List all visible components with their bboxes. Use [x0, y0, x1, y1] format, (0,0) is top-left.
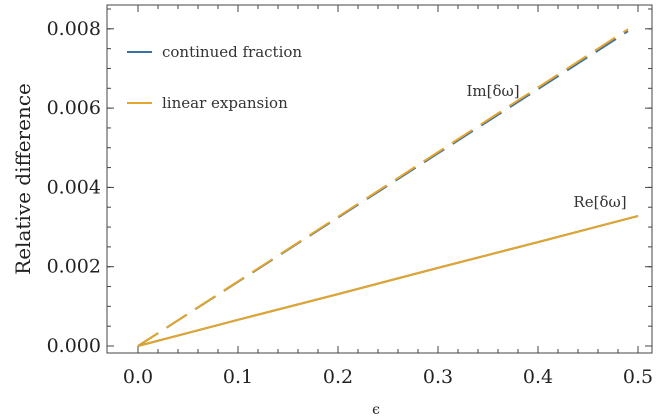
y-axis-ticks: 0.000 0.002 0.004 0.006 0.008: [47, 8, 652, 357]
legend: continued fraction linear expansion: [127, 43, 302, 112]
annotation-label: Im[δω]: [466, 82, 519, 100]
x-tick-label: 0.5: [623, 366, 653, 388]
x-tick-label: 0.4: [523, 366, 553, 388]
legend-label: linear expansion: [162, 94, 288, 112]
y-tick-label: 0.000: [47, 335, 101, 357]
series-line-linear-expansion-re: [137, 215, 639, 347]
series-line-linear-expansion-im: [137, 28, 629, 347]
annotation-label: Re[δω]: [573, 193, 626, 211]
y-tick-label: 0.006: [47, 97, 101, 119]
legend-label: continued fraction: [162, 43, 302, 61]
y-tick-label: 0.008: [47, 18, 101, 40]
y-tick-label: 0.004: [47, 176, 101, 198]
x-tick-label: 0.3: [423, 366, 453, 388]
x-axis-ticks: 0.0 0.1 0.2 0.3 0.4 0.5: [123, 5, 653, 388]
series-line-continued-fraction-im: [137, 30, 629, 347]
x-tick-label: 0.2: [323, 366, 353, 388]
plot-frame: [106, 4, 653, 354]
series-layer: [137, 28, 639, 347]
x-axis-label: ϵ: [372, 402, 380, 417]
y-axis-label: Relative difference: [11, 83, 35, 275]
annotations: Im[δω] Re[δω]: [466, 82, 626, 211]
y-tick-label: 0.002: [47, 256, 101, 278]
x-tick-label: 0.0: [123, 366, 153, 388]
x-tick-label: 0.1: [223, 366, 253, 388]
